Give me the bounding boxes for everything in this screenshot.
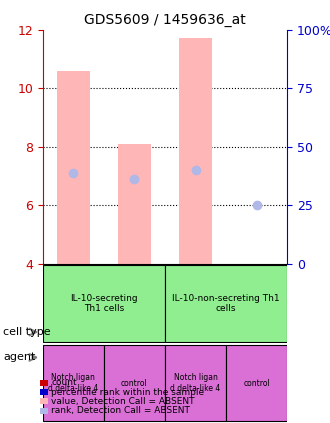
Text: Notch ligan
d delta-like 4: Notch ligan d delta-like 4 (48, 374, 99, 393)
Text: Notch ligan
d delta-like 4: Notch ligan d delta-like 4 (170, 374, 221, 393)
FancyBboxPatch shape (104, 345, 165, 421)
Text: agent: agent (3, 352, 36, 363)
Bar (179, 38, 212, 264)
Text: cell type: cell type (3, 327, 51, 337)
Text: value, Detection Call = ABSENT: value, Detection Call = ABSENT (51, 397, 195, 406)
FancyBboxPatch shape (43, 265, 165, 342)
Text: control: control (243, 379, 270, 388)
FancyBboxPatch shape (226, 345, 287, 421)
Bar (40, 389, 48, 395)
Text: control: control (121, 379, 148, 388)
FancyBboxPatch shape (165, 345, 226, 421)
Bar (40, 398, 48, 404)
Title: GDS5609 / 1459636_at: GDS5609 / 1459636_at (84, 13, 246, 27)
Text: rank, Detection Call = ABSENT: rank, Detection Call = ABSENT (51, 406, 190, 415)
Bar (57, 71, 90, 264)
Text: count: count (51, 378, 77, 387)
FancyBboxPatch shape (165, 265, 287, 342)
FancyBboxPatch shape (43, 345, 104, 421)
Bar (40, 408, 48, 414)
Bar (40, 380, 48, 386)
Text: IL-10-non-secreting Th1
cells: IL-10-non-secreting Th1 cells (172, 294, 280, 313)
Text: percentile rank within the sample: percentile rank within the sample (51, 387, 204, 397)
Bar (118, 144, 151, 264)
Text: IL-10-secreting
Th1 cells: IL-10-secreting Th1 cells (70, 294, 138, 313)
